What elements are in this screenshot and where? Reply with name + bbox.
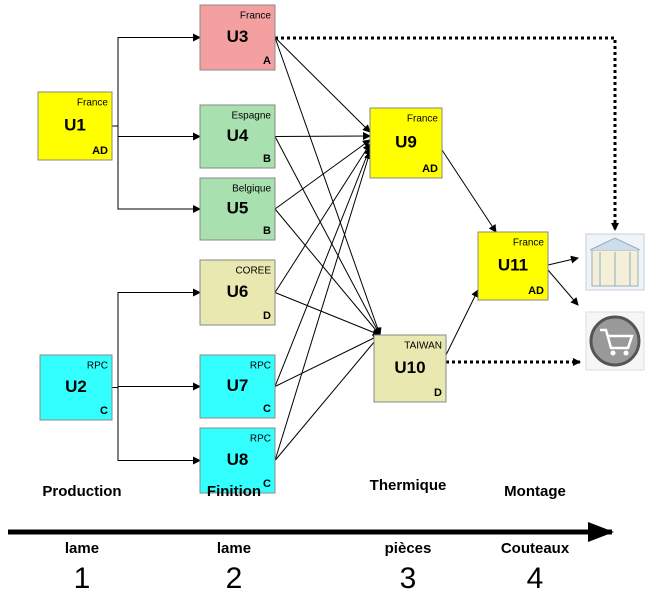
node-code: A bbox=[263, 55, 271, 67]
node-country: France bbox=[407, 114, 439, 125]
node: France U3 A bbox=[200, 5, 275, 70]
node-country: RPC bbox=[87, 361, 108, 372]
edge bbox=[275, 137, 380, 336]
edge bbox=[118, 38, 200, 127]
node-id: U11 bbox=[498, 255, 528, 274]
node-id: U6 bbox=[227, 282, 249, 301]
node: Espagne U4 B bbox=[200, 105, 275, 168]
stage-subtitle: lame bbox=[217, 540, 251, 557]
node-country: COREE bbox=[235, 266, 271, 277]
node-code: AD bbox=[92, 145, 108, 157]
edge bbox=[118, 126, 200, 209]
edge bbox=[548, 270, 578, 305]
node: France U9 AD bbox=[370, 108, 442, 178]
node-code: D bbox=[263, 310, 271, 322]
diagram: FranceU1ADRPCU2CFranceU3AEspagneU4BBelgi… bbox=[0, 0, 659, 595]
node-country: France bbox=[240, 11, 272, 22]
edge bbox=[275, 335, 380, 387]
edge bbox=[118, 387, 200, 388]
node-id: U10 bbox=[394, 358, 425, 377]
node: TAIWAN U10 D bbox=[374, 335, 446, 402]
edge bbox=[275, 38, 615, 230]
stage-title: Thermique bbox=[370, 477, 447, 494]
edge bbox=[275, 335, 380, 461]
node-country: France bbox=[513, 238, 545, 249]
stage-number: 4 bbox=[527, 562, 544, 595]
node-country: France bbox=[77, 98, 109, 109]
cart-icon bbox=[586, 312, 644, 370]
node-id: U2 bbox=[65, 377, 87, 396]
node-code: B bbox=[263, 225, 271, 237]
edge bbox=[548, 258, 578, 265]
stage-title: Montage bbox=[504, 483, 566, 500]
node-code: D bbox=[434, 387, 442, 399]
node-id: U8 bbox=[227, 450, 249, 469]
node-id: U7 bbox=[227, 376, 249, 395]
stage-number: 1 bbox=[74, 562, 91, 595]
edge bbox=[118, 388, 200, 461]
edge bbox=[275, 293, 380, 336]
node: COREE U6 D bbox=[200, 260, 275, 325]
node-code: AD bbox=[528, 285, 544, 297]
node-id: U9 bbox=[395, 132, 417, 151]
node-country: Espagne bbox=[232, 111, 272, 122]
node-code: B bbox=[263, 153, 271, 165]
node-country: RPC bbox=[250, 361, 271, 372]
edge bbox=[446, 290, 478, 355]
node-code: C bbox=[263, 478, 271, 490]
node: Belgique U5 B bbox=[200, 178, 275, 240]
node-code: AD bbox=[422, 163, 438, 175]
node-id: U3 bbox=[227, 27, 249, 46]
node-id: U1 bbox=[64, 115, 86, 134]
node-code: C bbox=[263, 403, 271, 415]
edge bbox=[275, 144, 370, 293]
node-id: U4 bbox=[227, 126, 249, 145]
edge bbox=[118, 126, 200, 137]
node-code: C bbox=[100, 405, 108, 417]
edge bbox=[118, 293, 200, 388]
edge bbox=[275, 209, 380, 335]
node: France U1 AD bbox=[38, 92, 112, 160]
store-icon bbox=[586, 234, 644, 290]
edge bbox=[442, 150, 496, 232]
node-country: TAIWAN bbox=[404, 341, 442, 352]
stage-subtitle: pièces bbox=[385, 540, 432, 557]
edge bbox=[275, 136, 370, 137]
stage-number: 3 bbox=[400, 562, 417, 595]
node-country: Belgique bbox=[232, 184, 271, 195]
node-country: RPC bbox=[250, 434, 271, 445]
edge bbox=[275, 38, 370, 133]
stage-subtitle: Couteaux bbox=[501, 540, 570, 557]
stage-title: Finition bbox=[207, 483, 261, 500]
stage-number: 2 bbox=[226, 562, 243, 595]
node-id: U5 bbox=[227, 198, 249, 217]
stage-subtitle: lame bbox=[65, 540, 99, 557]
stage-title: Production bbox=[42, 483, 121, 500]
